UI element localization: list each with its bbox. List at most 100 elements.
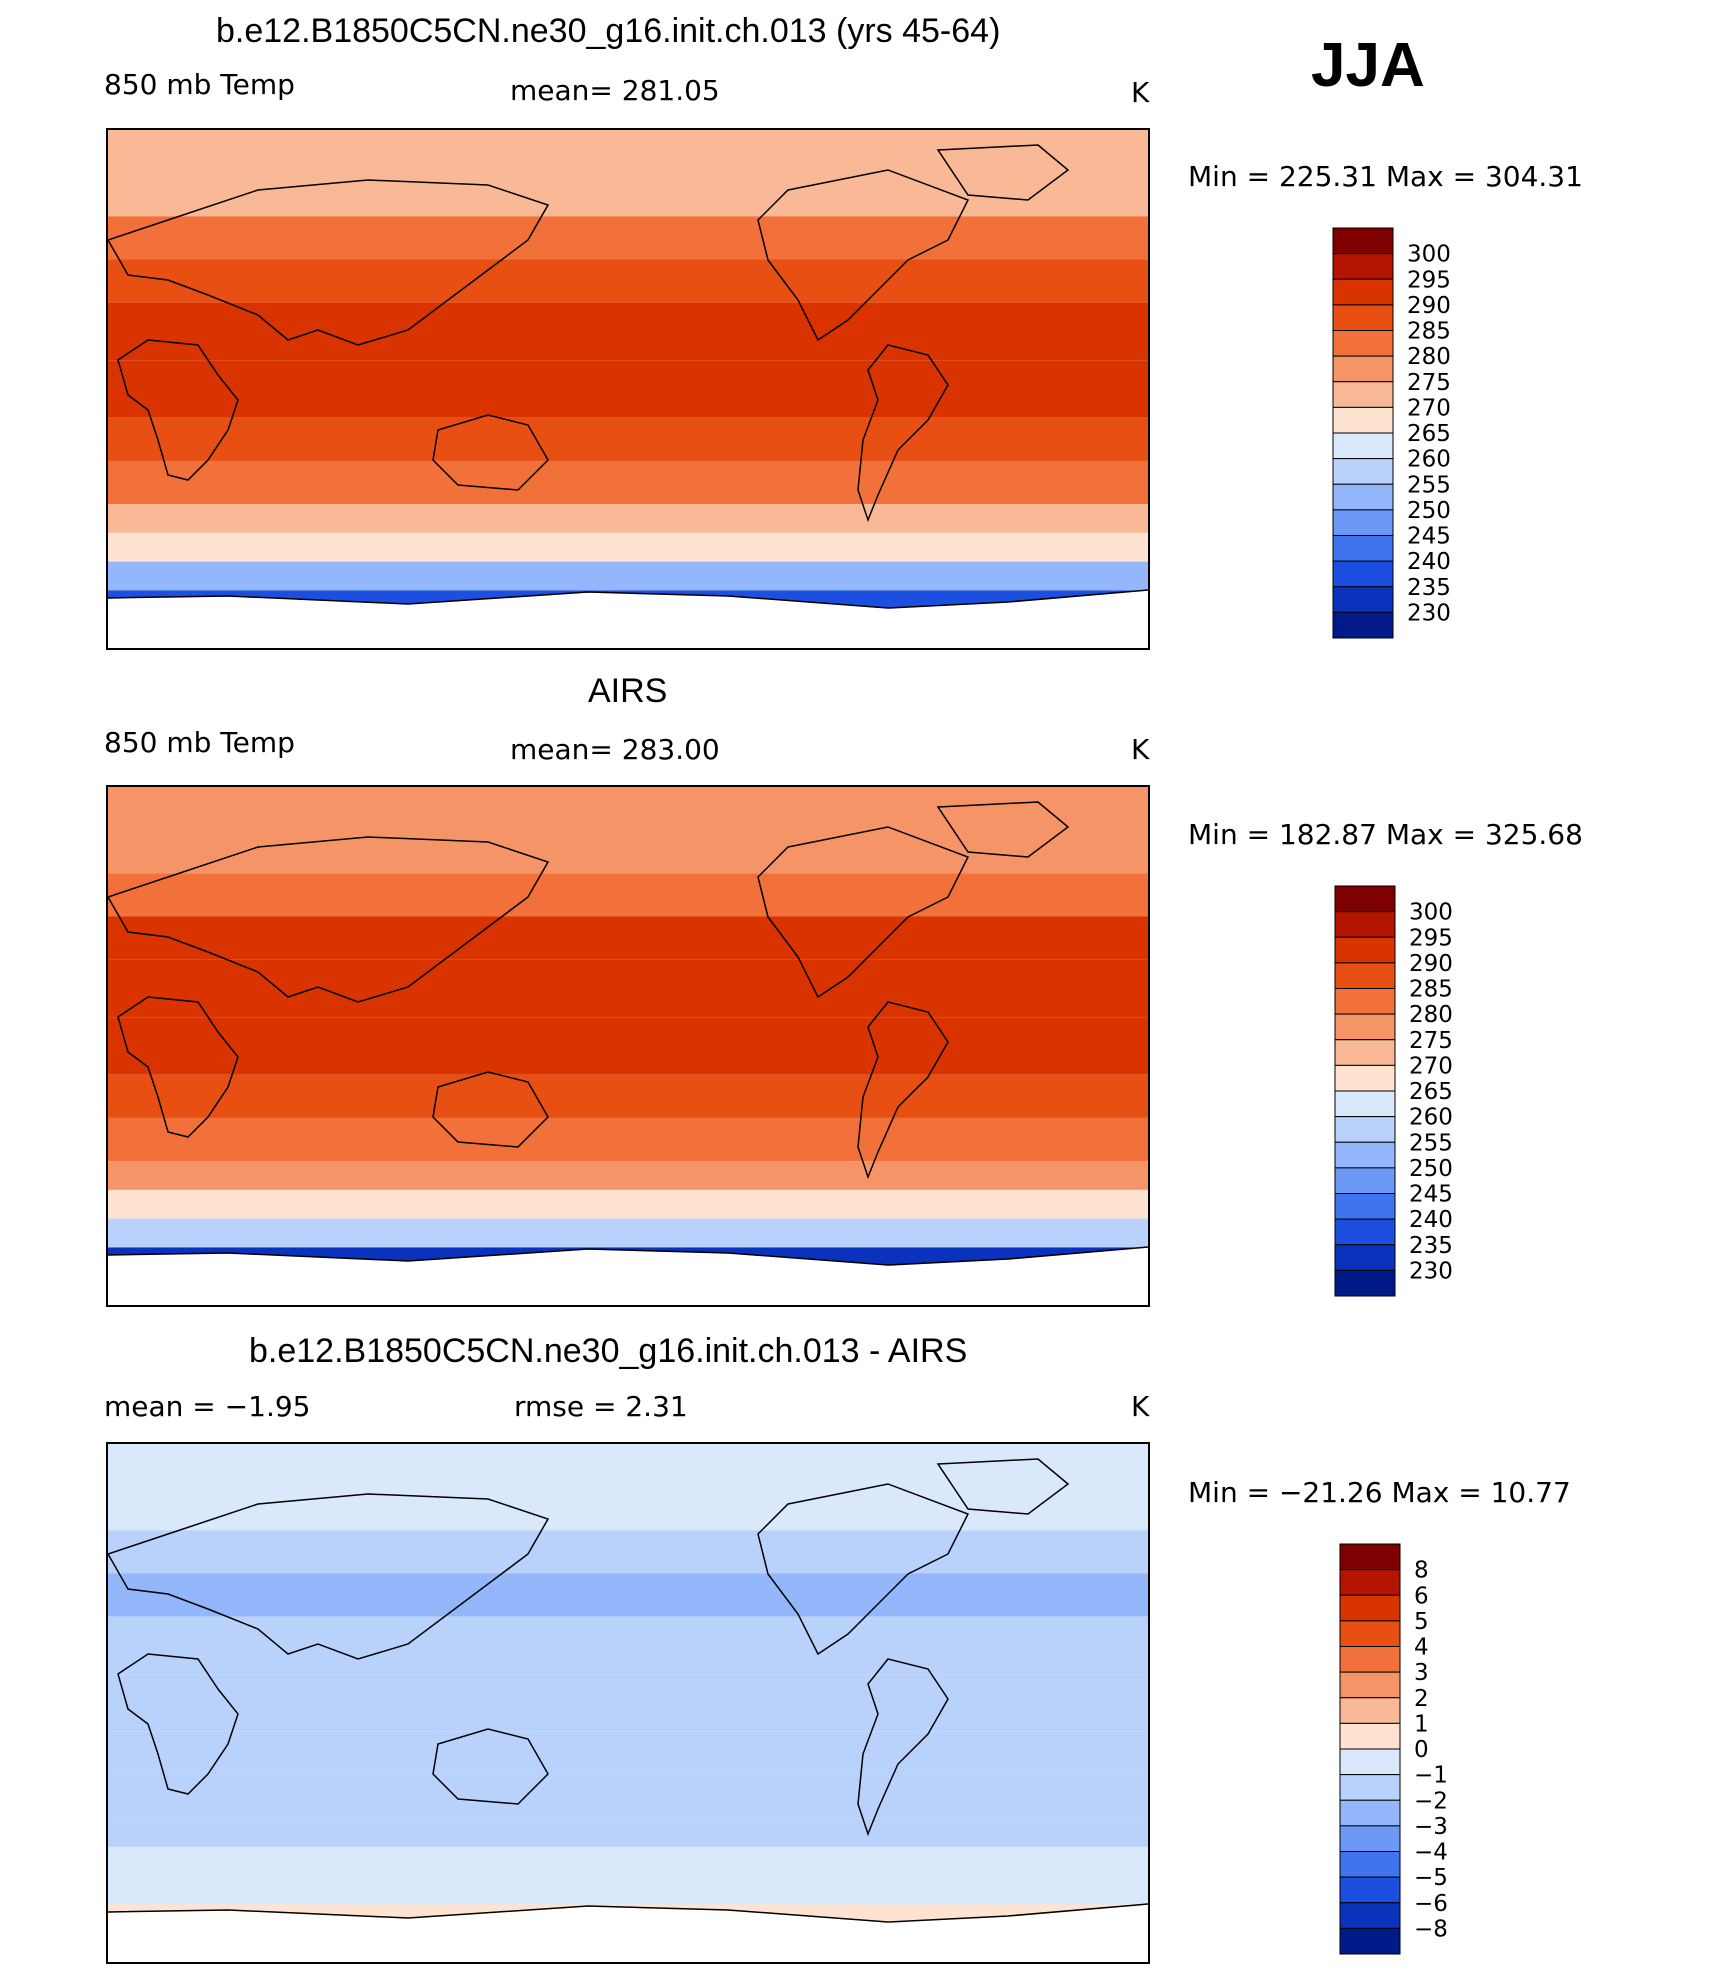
colorbar-box: [1332, 586, 1394, 613]
map-band: [108, 1444, 1148, 1531]
map-band: [108, 1017, 1148, 1075]
colorbar-label: 290: [1409, 951, 1453, 977]
colorbar-label: −4: [1414, 1840, 1448, 1866]
map-band: [108, 216, 1148, 260]
map-band: [108, 1530, 1148, 1574]
colorbar-label: −1: [1414, 1763, 1448, 1789]
colorbar-label: 8: [1414, 1558, 1429, 1584]
colorbar-box: [1339, 1902, 1401, 1929]
colorbar-label: 285: [1407, 319, 1451, 345]
panel-3-map: [106, 1442, 1150, 1964]
panel-1-title: b.e12.B1850C5CN.ne30_g16.init.ch.013 (yr…: [216, 12, 1001, 50]
coastline: [108, 1903, 1148, 1923]
colorbar-box: [1339, 1851, 1401, 1878]
panel-2-map: [106, 785, 1150, 1307]
panel-3-minmax: Min = −21.26 Max = 10.77: [1188, 1476, 1571, 1509]
colorbar-label: 255: [1409, 1130, 1453, 1156]
colorbar-box: [1339, 1799, 1401, 1827]
colorbar-box: [1332, 535, 1394, 562]
colorbar-box: [1339, 1671, 1401, 1699]
coastline: [757, 1483, 970, 1656]
map-band: [108, 873, 1148, 917]
colorbar-label: 1: [1414, 1711, 1429, 1737]
colorbar-box: [1334, 1167, 1396, 1194]
colorbar-box: [1339, 1620, 1401, 1647]
coastline: [117, 339, 239, 481]
map-band: [108, 1774, 1148, 1819]
map-band: [108, 259, 1148, 303]
panel-2-title: AIRS: [588, 672, 668, 710]
colorbar-box: [1334, 1218, 1396, 1246]
coastline: [108, 1246, 1148, 1266]
coastline: [857, 1658, 949, 1837]
colorbar-label: 245: [1409, 1182, 1453, 1208]
colorbar-label: 285: [1409, 977, 1453, 1003]
colorbar-box: [1339, 1646, 1401, 1673]
map-band: [108, 1074, 1148, 1118]
coastline: [108, 1493, 550, 1660]
colorbar-box: [1334, 1193, 1396, 1220]
map-band: [108, 1818, 1148, 1847]
colorbar-label: 275: [1407, 370, 1451, 396]
panel-1-map-svg: [108, 130, 1148, 648]
colorbar-box: [1332, 458, 1394, 485]
colorbar-label: 265: [1407, 421, 1451, 447]
colorbar-label: 255: [1407, 472, 1451, 498]
map-band: [108, 916, 1148, 960]
panel-1-colorbar: 300 295 290 285 280 275 270 265 260 255 250 245 240 2…: [1332, 227, 1451, 640]
colorbar-label: 260: [1409, 1105, 1453, 1131]
colorbar-box: [1339, 1594, 1401, 1622]
panel-3-title: b.e12.B1850C5CN.ne30_g16.init.ch.013 - A…: [249, 1332, 968, 1370]
map-band: [108, 1616, 1148, 1675]
map-band: [108, 1731, 1148, 1775]
antarctica-mask: [108, 1904, 1148, 1962]
colorbar-box: [1332, 253, 1394, 280]
panel-2-map-svg: [108, 787, 1148, 1305]
coastline: [108, 179, 550, 346]
coastline: [936, 1458, 1070, 1515]
colorbar-box: [1334, 1116, 1396, 1143]
colorbar-label: 250: [1409, 1156, 1453, 1182]
map-band: [108, 302, 1148, 361]
colorbar-label: 240: [1407, 549, 1451, 575]
colorbar-label: 4: [1414, 1635, 1429, 1661]
colorbar-box: [1334, 1141, 1396, 1169]
colorbar-box: [1334, 1039, 1396, 1066]
map-band: [108, 1573, 1148, 1617]
colorbar-box: [1332, 330, 1394, 357]
colorbar-box: [1332, 304, 1394, 331]
colorbar-label: 245: [1407, 524, 1451, 550]
colorbar-box: [1334, 1090, 1396, 1118]
season-label: JJA: [1311, 31, 1425, 100]
colorbar-box: [1332, 227, 1394, 255]
colorbar-label: 250: [1407, 498, 1451, 524]
colorbar-label: 235: [1407, 575, 1451, 601]
colorbar-label: 5: [1414, 1609, 1429, 1635]
colorbar-label: 295: [1407, 267, 1451, 293]
colorbar-box: [1339, 1722, 1401, 1750]
coastline: [108, 589, 1148, 609]
colorbar-box: [1334, 1064, 1396, 1092]
coastline: [108, 836, 550, 1003]
colorbar-label: 6: [1414, 1583, 1429, 1609]
map-band: [108, 561, 1148, 591]
colorbar-box: [1334, 988, 1396, 1015]
colorbar-label: 300: [1409, 900, 1453, 926]
colorbar-box: [1334, 962, 1396, 989]
colorbar-box: [1334, 1013, 1396, 1041]
map-band: [108, 1117, 1148, 1162]
antarctica-mask: [108, 1247, 1148, 1305]
map-band: [108, 460, 1148, 505]
colorbar-label: 2: [1414, 1686, 1429, 1712]
map-band: [108, 1674, 1148, 1732]
colorbar-label: 280: [1407, 344, 1451, 370]
colorbar-label: 3: [1414, 1660, 1429, 1686]
colorbar-label: 240: [1409, 1207, 1453, 1233]
colorbar-label: 295: [1409, 925, 1453, 951]
colorbar-box: [1332, 278, 1394, 306]
colorbar-box: [1339, 1569, 1401, 1596]
panel-2-variable-label: 850 mb Temp: [104, 726, 295, 759]
coastlines: [108, 801, 1148, 1266]
coastline: [757, 169, 970, 342]
